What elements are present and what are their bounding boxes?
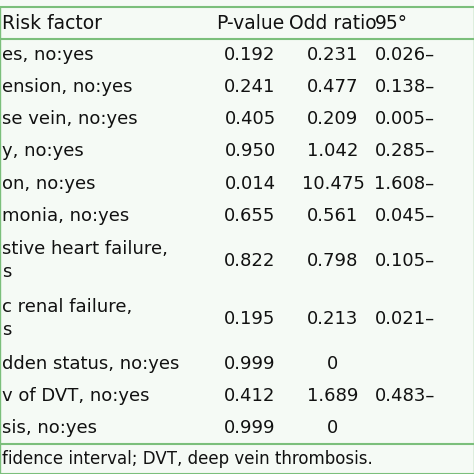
Text: 0.195: 0.195	[224, 310, 276, 328]
Text: 0.561: 0.561	[307, 207, 359, 225]
Text: fidence interval; DVT, deep vein thrombosis.: fidence interval; DVT, deep vein thrombo…	[2, 450, 373, 468]
Text: 0.798: 0.798	[307, 252, 359, 270]
Text: 0: 0	[328, 419, 338, 437]
Text: 0.231: 0.231	[307, 46, 359, 64]
Text: 1.042: 1.042	[307, 143, 359, 161]
Text: 0.021–: 0.021–	[374, 310, 435, 328]
Text: 0.822: 0.822	[224, 252, 276, 270]
Text: 1.608–: 1.608–	[374, 174, 435, 192]
Text: 0.026–: 0.026–	[374, 46, 435, 64]
Text: 0.138–: 0.138–	[374, 78, 435, 96]
Text: 0.045–: 0.045–	[374, 207, 435, 225]
Text: monia, no:yes: monia, no:yes	[2, 207, 129, 225]
Text: c renal failure,: c renal failure,	[2, 298, 133, 316]
Text: 0.014: 0.014	[225, 174, 275, 192]
Text: 0.483–: 0.483–	[374, 387, 435, 405]
Text: 0.241: 0.241	[224, 78, 276, 96]
Text: 95°: 95°	[374, 14, 408, 33]
Text: 0.405: 0.405	[224, 110, 276, 128]
Text: y, no:yes: y, no:yes	[2, 143, 84, 161]
Text: Risk factor: Risk factor	[2, 14, 102, 33]
Text: 0.213: 0.213	[307, 310, 359, 328]
Text: ension, no:yes: ension, no:yes	[2, 78, 133, 96]
Text: on, no:yes: on, no:yes	[2, 174, 96, 192]
Text: 0.477: 0.477	[307, 78, 359, 96]
Text: v of DVT, no:yes: v of DVT, no:yes	[2, 387, 150, 405]
Text: se vein, no:yes: se vein, no:yes	[2, 110, 138, 128]
Text: 0.105–: 0.105–	[374, 252, 435, 270]
Text: sis, no:yes: sis, no:yes	[2, 419, 97, 437]
Text: stive heart failure,: stive heart failure,	[2, 240, 168, 258]
Text: 1.689: 1.689	[307, 387, 359, 405]
Text: 0.655: 0.655	[224, 207, 276, 225]
Text: 10.475: 10.475	[301, 174, 365, 192]
Text: 0.285–: 0.285–	[374, 143, 435, 161]
Text: es, no:yes: es, no:yes	[2, 46, 94, 64]
Text: 0.950: 0.950	[224, 143, 276, 161]
Text: 0.999: 0.999	[224, 355, 276, 373]
Text: s: s	[2, 263, 12, 281]
Text: 0.209: 0.209	[307, 110, 359, 128]
Text: s: s	[2, 321, 12, 339]
Text: Odd ratio: Odd ratio	[289, 14, 377, 33]
Text: 0.005–: 0.005–	[374, 110, 435, 128]
Text: 0: 0	[328, 355, 338, 373]
Text: 0.412: 0.412	[224, 387, 276, 405]
Text: dden status, no:yes: dden status, no:yes	[2, 355, 180, 373]
Text: 0.192: 0.192	[224, 46, 276, 64]
Text: P-value: P-value	[216, 14, 284, 33]
Text: 0.999: 0.999	[224, 419, 276, 437]
